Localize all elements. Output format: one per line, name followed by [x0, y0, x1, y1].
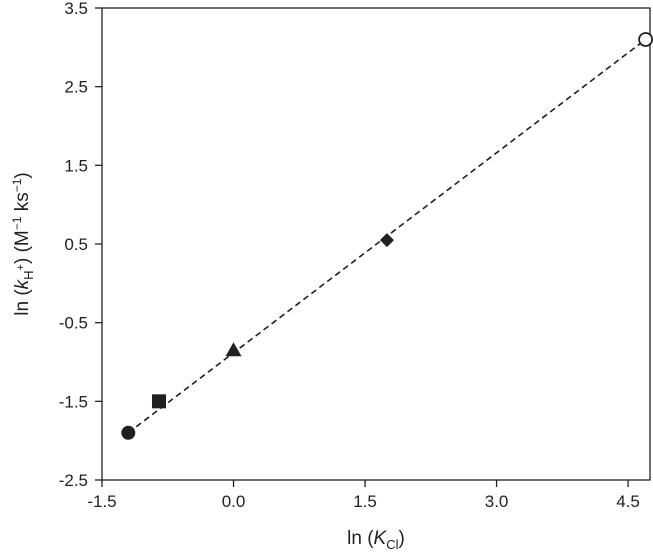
- y-tick-label: 0.5: [64, 235, 88, 254]
- x-tick-label: -1.5: [87, 492, 116, 511]
- y-tick-label: -1.5: [59, 392, 88, 411]
- x-tick-label: 4.5: [616, 492, 640, 511]
- y-axis-title: ln (kH+) (M−1 ks−1): [10, 172, 36, 315]
- data-points: [121, 32, 653, 440]
- data-point-triangle-filled: [225, 342, 242, 357]
- x-axis: -1.5 0.0 1.5 3.0 4.5: [87, 480, 640, 511]
- data-point-circle-filled: [121, 425, 136, 440]
- data-point-diamond-filled: [379, 233, 394, 248]
- data-point-circle-open: [638, 32, 653, 47]
- y-tick-label: 1.5: [64, 156, 88, 175]
- x-axis-title: ln (KCl): [347, 528, 405, 552]
- x-tick-label: 1.5: [353, 492, 377, 511]
- data-point-square-filled: [151, 394, 166, 409]
- y-tick-label: -0.5: [59, 314, 88, 333]
- y-axis: -2.5 -1.5 -0.5 0.5 1.5 2.5 3.5: [59, 0, 102, 490]
- x-tick-label: 0.0: [222, 492, 246, 511]
- y-tick-label: -2.5: [59, 471, 88, 490]
- y-tick-label: 3.5: [64, 0, 88, 18]
- y-tick-label: 2.5: [64, 78, 88, 97]
- x-tick-label: 3.0: [485, 492, 509, 511]
